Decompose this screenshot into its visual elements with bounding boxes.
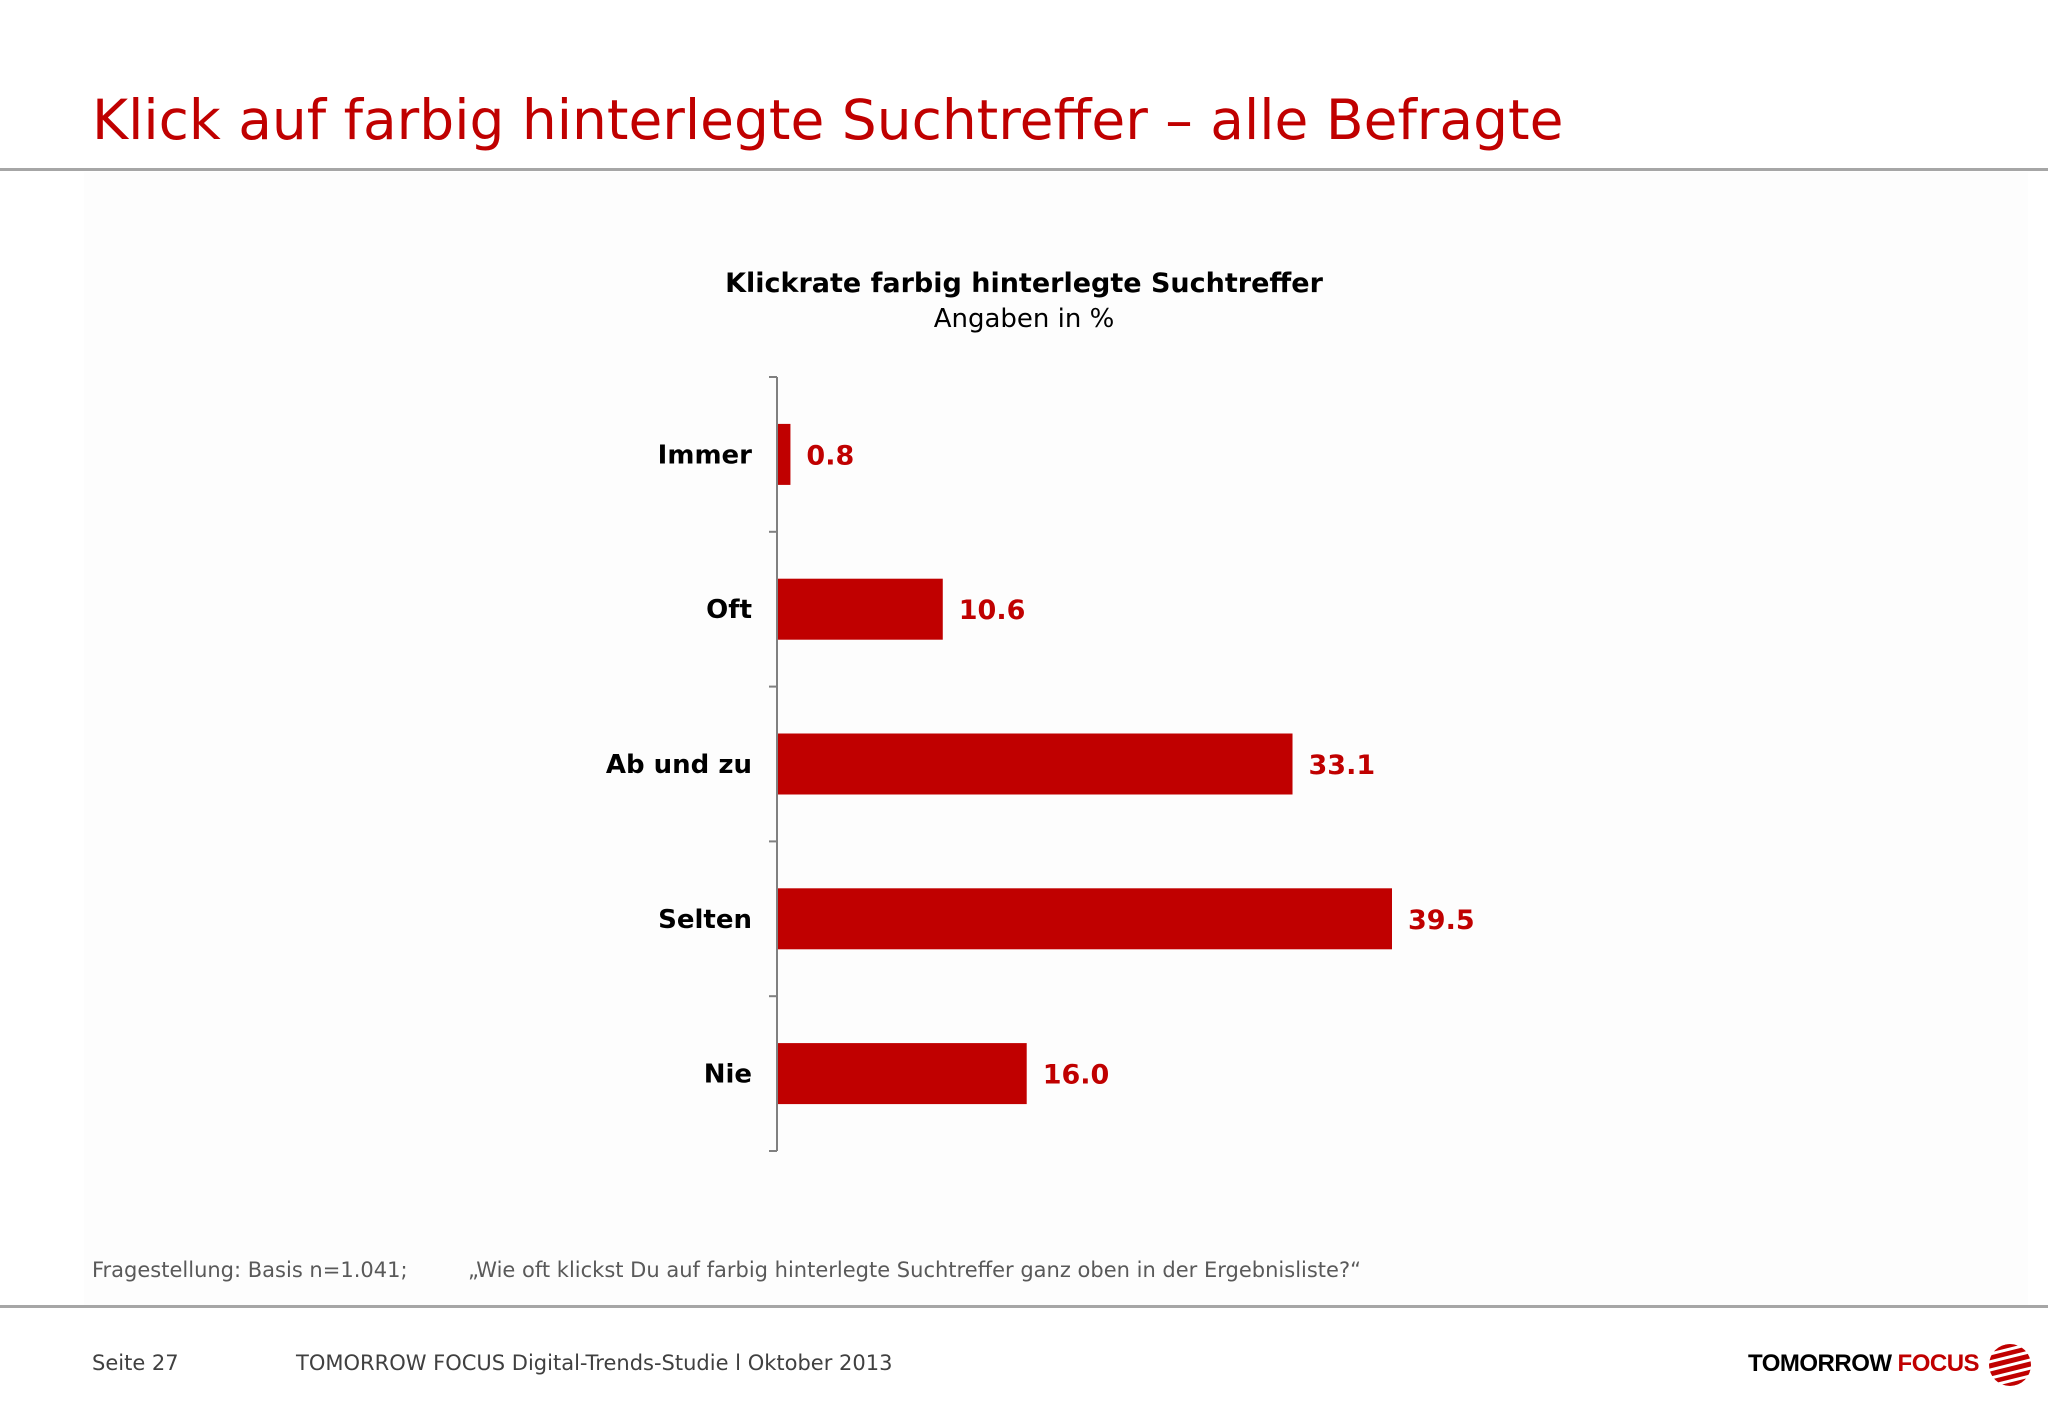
- data-label: 39.5: [1408, 905, 1475, 936]
- footnote-question: „Wie oft klickst Du auf farbig hinterleg…: [468, 1258, 1361, 1282]
- category-label: Nie: [704, 1060, 752, 1090]
- category-label: Immer: [658, 440, 752, 470]
- footnote-basis: Fragestellung: Basis n=1.041;: [92, 1258, 408, 1282]
- logo-word-tomorrow: TOMORROW: [1748, 1350, 1892, 1377]
- data-label: 33.1: [1309, 750, 1376, 781]
- category-label: Selten: [658, 905, 752, 935]
- category-label: Oft: [706, 595, 752, 625]
- bar: [778, 888, 1392, 950]
- footer-divider: [0, 1305, 2048, 1308]
- bar: [778, 1043, 1027, 1105]
- study-name: TOMORROW FOCUS Digital-Trends-Studie l O…: [296, 1351, 893, 1375]
- page-number: Seite 27: [92, 1351, 179, 1375]
- company-logo: TOMORROW FOCUS: [1748, 1340, 2035, 1388]
- title-divider: [0, 168, 2048, 171]
- page-title: Klick auf farbig hinterlegte Suchtreffer…: [92, 88, 1564, 152]
- chart-title: Klickrate farbig hinterlegte Suchtreffer: [725, 268, 1323, 299]
- category-label: Ab und zu: [606, 750, 752, 780]
- bar: [778, 733, 1293, 795]
- bar: [778, 423, 791, 485]
- bar: [778, 578, 943, 640]
- striped-sphere-icon: [1989, 1344, 2032, 1386]
- chart-subtitle: Angaben in %: [933, 304, 1115, 334]
- data-label: 10.6: [959, 595, 1026, 626]
- logo-word-focus: FOCUS: [1897, 1350, 1980, 1377]
- data-label: 0.8: [806, 440, 854, 471]
- data-label: 16.0: [1043, 1060, 1110, 1091]
